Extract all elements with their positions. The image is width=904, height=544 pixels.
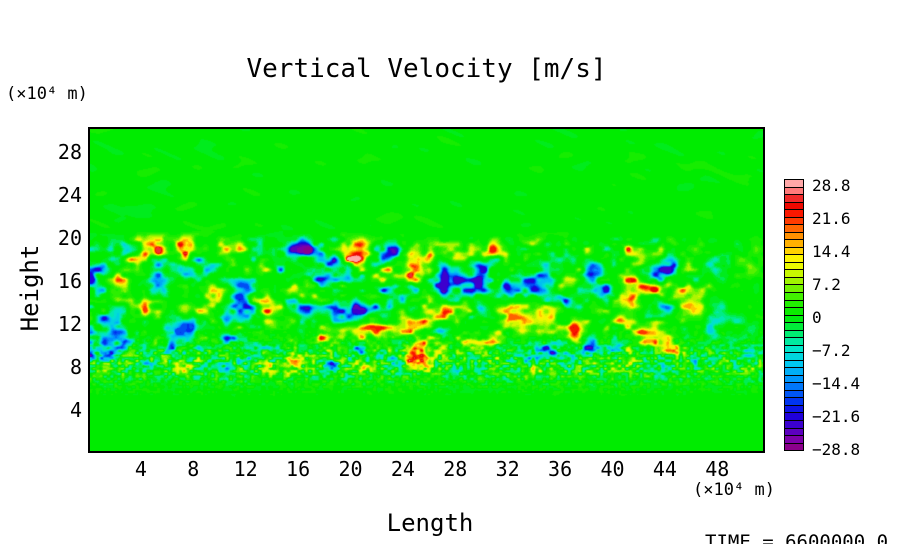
colorbar-tick-label: −28.8 (812, 440, 861, 459)
colorbar-tick-label: 0 (812, 308, 822, 327)
y-axis-unit-label: (×10⁴ m) (6, 84, 88, 104)
x-tick-label: 32 (495, 457, 520, 481)
x-tick-label: 16 (286, 457, 311, 481)
x-tick-label: 40 (600, 457, 625, 481)
x-tick-label: 24 (390, 457, 415, 481)
y-tick-label: 8 (69, 355, 82, 379)
colorbar-segment (784, 442, 804, 452)
colorbar-tick-label: 28.8 (812, 176, 851, 195)
heatmap-canvas (90, 129, 763, 451)
y-tick-label: 16 (57, 269, 82, 293)
colorbar-tick-label: −14.4 (812, 374, 861, 393)
x-tick-label: 12 (233, 457, 258, 481)
time-label: TIME = 6600000.0 (705, 531, 889, 544)
colorbar-tick-label: 7.2 (812, 275, 841, 294)
heatmap-plot (88, 127, 765, 453)
y-tick-label: 20 (57, 226, 82, 250)
colorbar-tick-label: −21.6 (812, 407, 861, 426)
y-tick-label: 24 (57, 183, 82, 207)
colorbar (784, 179, 804, 452)
x-tick-label: 28 (443, 457, 468, 481)
x-tick-label: 20 (338, 457, 363, 481)
y-tick-label: 4 (69, 398, 82, 422)
y-tick-label: 12 (57, 312, 82, 336)
x-tick-label: 4 (134, 457, 147, 481)
figure-title: Vertical Velocity [m/s] (246, 54, 607, 84)
x-tick-label: 48 (705, 457, 730, 481)
x-tick-label: 8 (187, 457, 200, 481)
colorbar-tick-label: 21.6 (812, 209, 851, 228)
y-tick-label: 28 (57, 140, 82, 164)
x-axis-unit-label: (×10⁴ m) (693, 480, 775, 500)
colorbar-tick-label: −7.2 (812, 341, 851, 360)
colorbar-tick-label: 14.4 (812, 242, 851, 261)
x-tick-label: 36 (548, 457, 573, 481)
x-tick-label: 44 (652, 457, 677, 481)
x-axis-label: Length (386, 509, 474, 537)
